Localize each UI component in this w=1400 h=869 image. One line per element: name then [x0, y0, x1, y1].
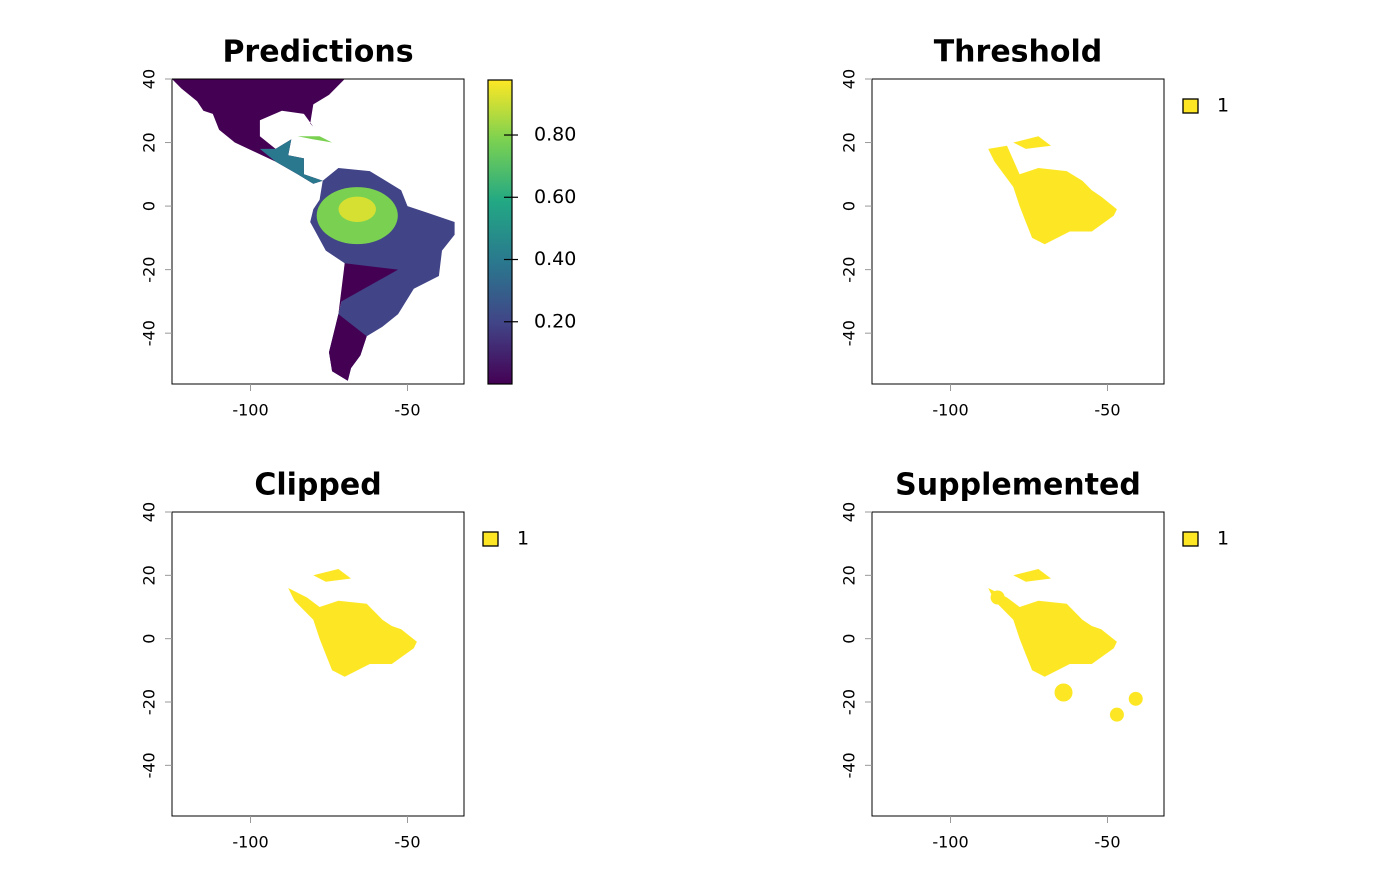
y-tick-label: 40: [140, 69, 159, 89]
panel-title: Supplemented: [895, 468, 1141, 503]
y-tick-label: 20: [140, 132, 159, 152]
y-tick-label: 0: [140, 634, 159, 644]
map-layer: [288, 569, 417, 677]
y-tick-label: -20: [840, 689, 859, 715]
legend-label: 1: [517, 528, 529, 550]
presence: [288, 588, 417, 677]
frame: [171, 78, 465, 385]
y-tick-label: 0: [840, 634, 859, 644]
x-tick-label: -100: [932, 401, 968, 420]
island: [297, 136, 333, 143]
y-tick-label: -40: [140, 320, 159, 346]
frame: [871, 511, 1165, 817]
land: [259, 139, 323, 184]
y-tick-label: 20: [840, 565, 859, 585]
colorbar: [487, 79, 513, 385]
colorbar-label: 0.20: [534, 310, 576, 332]
presence: [990, 590, 1005, 605]
x-tick-label: -100: [232, 833, 268, 852]
region: [338, 196, 376, 222]
y-tick-label: 40: [840, 69, 859, 89]
y-tick-label: -20: [140, 257, 159, 283]
land: [172, 79, 345, 184]
y-tick-label: -40: [840, 320, 859, 346]
presence: [1013, 136, 1051, 149]
y-tick-label: 20: [840, 132, 859, 152]
map-layer: [988, 136, 1117, 245]
presence: [988, 588, 1117, 677]
x-tick-label: -50: [1094, 833, 1120, 852]
panel-title: Predictions: [222, 35, 413, 70]
y-tick-label: 0: [140, 201, 159, 211]
presence: [1054, 683, 1073, 702]
panel-title: Threshold: [934, 35, 1103, 70]
x-tick-label: -50: [394, 833, 420, 852]
y-tick-label: 0: [840, 201, 859, 211]
map-layer: [988, 569, 1143, 722]
y-tick-label: -20: [140, 689, 159, 715]
x-tick-label: -50: [1094, 401, 1120, 420]
frame: [871, 78, 1165, 385]
presence: [988, 145, 1117, 245]
y-tick-label: 40: [140, 502, 159, 522]
presence: [1109, 707, 1124, 722]
presence: [313, 569, 351, 582]
legend-swatch: [1182, 98, 1199, 114]
x-tick-label: -100: [232, 401, 268, 420]
y-tick-label: 20: [140, 565, 159, 585]
legend-label: 1: [1217, 95, 1229, 117]
colorbar-label: 0.80: [534, 124, 576, 146]
colorbar-label: 0.60: [534, 186, 576, 208]
legend-swatch: [1182, 531, 1199, 547]
presence: [1013, 569, 1051, 582]
y-tick-label: -40: [140, 752, 159, 778]
legend-label: 1: [1217, 528, 1229, 550]
panel-title: Clipped: [254, 468, 381, 503]
y-tick-label: -20: [840, 257, 859, 283]
map-layer: [172, 79, 455, 381]
presence: [1128, 691, 1143, 706]
x-tick-label: -100: [932, 833, 968, 852]
y-tick-label: -40: [840, 752, 859, 778]
land: [329, 263, 399, 381]
x-tick-label: -50: [394, 401, 420, 420]
frame: [171, 511, 465, 817]
legend-swatch: [482, 531, 499, 547]
colorbar-label: 0.40: [534, 248, 576, 270]
y-tick-label: 40: [840, 502, 859, 522]
